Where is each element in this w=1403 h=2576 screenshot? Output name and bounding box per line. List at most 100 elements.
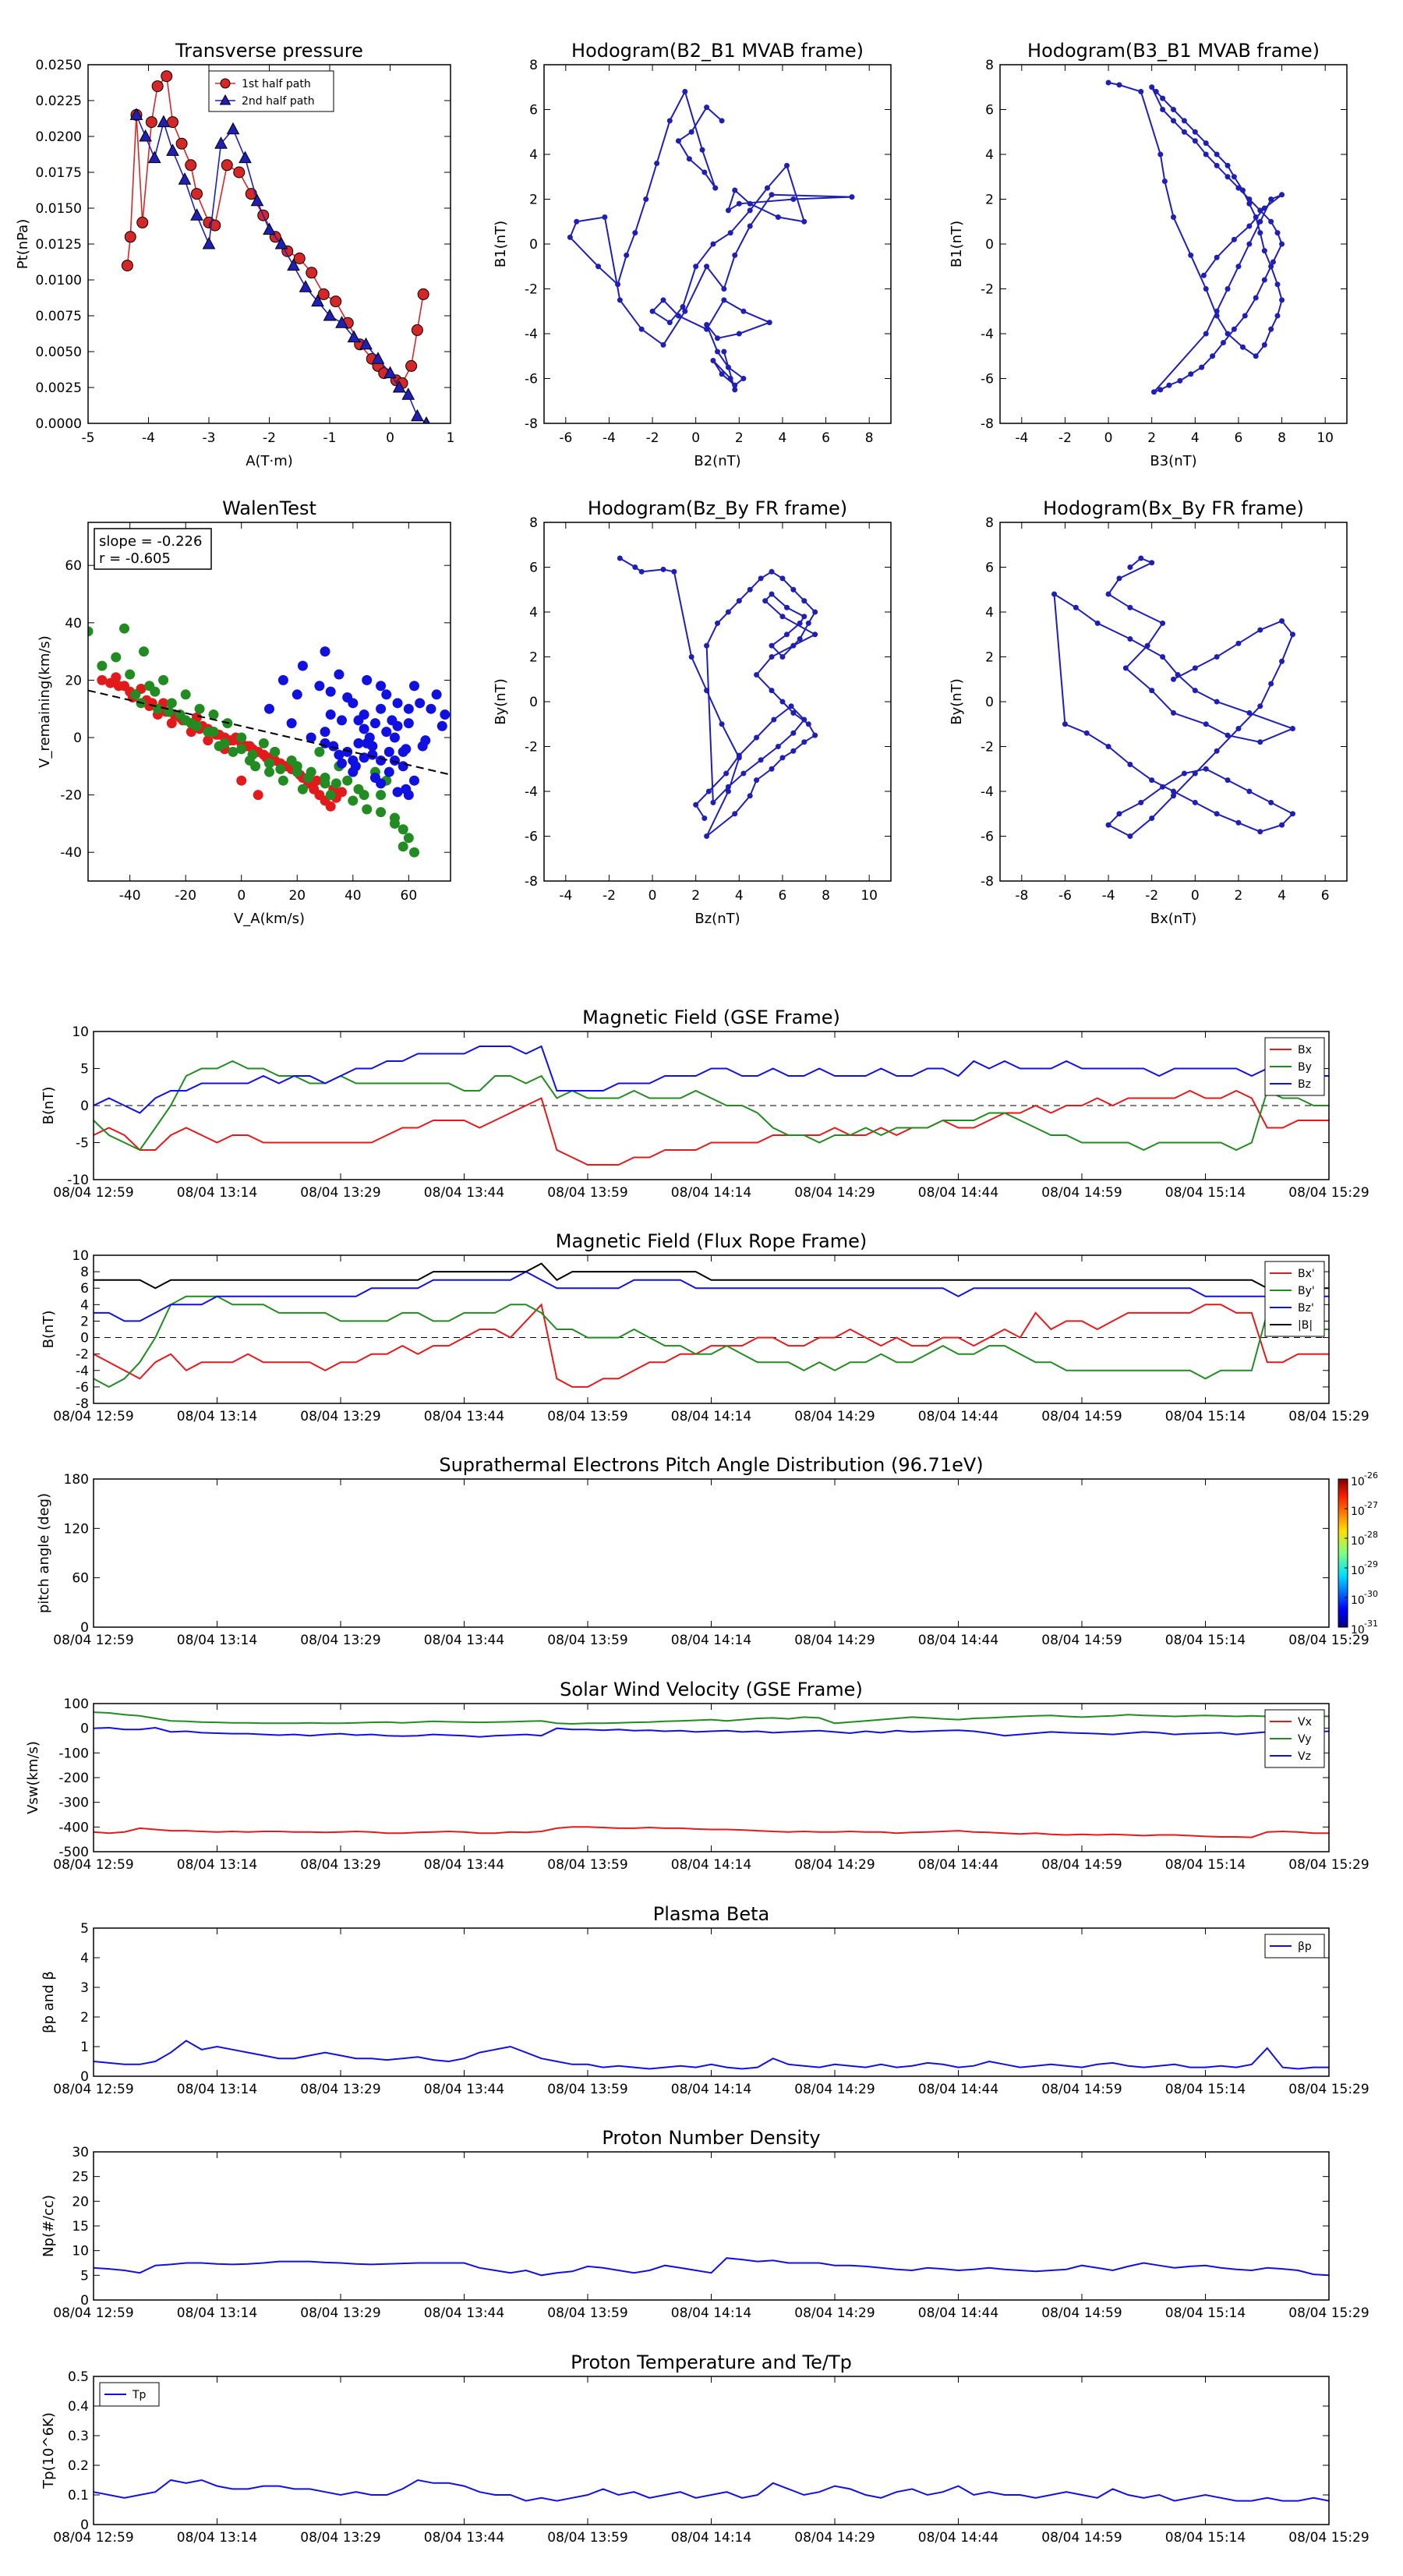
hodogram-point	[699, 147, 705, 153]
hodogram-point	[1157, 387, 1164, 393]
hodogram-point	[704, 322, 710, 327]
hodogram-point	[1171, 676, 1176, 682]
x-tick-label: 08/04 12:59	[53, 1185, 133, 1201]
tp-point-2nd	[311, 294, 324, 307]
hodogram-point	[769, 688, 775, 694]
hodogram-point	[1203, 140, 1209, 147]
hodogram-point	[725, 784, 731, 790]
y-tick-label: 2	[985, 193, 994, 208]
hodogram-point	[732, 252, 738, 258]
x-tick-label: 6	[779, 888, 787, 904]
hodogram-point	[1231, 174, 1237, 180]
chart-title: Hodogram(Bz_By FR frame)	[588, 497, 847, 519]
walen-point-vz	[334, 749, 345, 760]
hodogram-point	[732, 811, 738, 817]
walen-point-vz	[369, 718, 380, 729]
y-tick-label: 60	[72, 1571, 89, 1587]
hodogram-point	[771, 717, 777, 723]
hodogram-point	[693, 264, 699, 270]
walen-point-vx	[244, 741, 255, 752]
hodogram-point	[1274, 313, 1281, 319]
colorbar-tick-base: 10	[1351, 1624, 1365, 1637]
y-tick-label: 0	[80, 1721, 89, 1737]
y-tick-label: 0.3	[68, 2429, 89, 2444]
hodogram-point	[1225, 174, 1231, 180]
y-tick-label: 25	[72, 2170, 89, 2185]
hodogram-point	[1203, 286, 1209, 292]
plot-frame	[543, 522, 892, 882]
legend-label: Bz'	[1298, 1302, 1314, 1315]
x-tick-label: -2	[603, 888, 616, 904]
colorbar-tick-exponent: -30	[1364, 1589, 1378, 1599]
hodogram-point	[725, 609, 731, 615]
x-tick-label: 2	[1235, 888, 1243, 904]
series-line-bx	[94, 1089, 1329, 1166]
x-tick-label: 08/04 14:59	[1041, 2082, 1122, 2097]
hodogram-point	[1289, 632, 1295, 638]
x-tick-label: 08/04 14:29	[794, 1633, 875, 1648]
x-tick-label: 8	[822, 888, 830, 904]
y-tick-label: 120	[64, 1521, 89, 1537]
y-tick-label: -4	[525, 784, 538, 800]
annotation-r: r = -0.605	[99, 550, 171, 567]
y-tick-label: 10	[72, 2244, 89, 2259]
walen-point-vy	[320, 778, 330, 789]
hodogram-point	[812, 609, 818, 615]
y-tick-label: -8	[76, 1396, 89, 1412]
x-tick-label: -4	[142, 430, 155, 446]
hodogram-point	[758, 757, 764, 763]
walen-point-vx	[325, 801, 336, 812]
y-tick-label: 2	[529, 650, 538, 666]
x-tick-label: 08/04 14:29	[794, 1857, 875, 1873]
y-axis-label: By(nT)	[493, 678, 509, 724]
hodogram-point	[1192, 770, 1198, 777]
walen-point-vz	[440, 709, 451, 720]
x-tick-label: 10	[861, 888, 878, 904]
y-tick-label: -6	[525, 372, 538, 387]
x-tick-label: 08/04 15:14	[1165, 2305, 1246, 2321]
walen-point-vy	[292, 766, 302, 777]
walen-point-vz	[431, 689, 442, 700]
y-tick-label: 4	[80, 1297, 89, 1313]
y-tick-label: 20	[65, 673, 82, 688]
y-tick-label: 0.0075	[36, 309, 82, 324]
walen-point-vy	[348, 795, 359, 806]
hodogram-point	[638, 568, 645, 575]
hodogram-point	[721, 297, 727, 303]
x-tick-label: 08/04 15:14	[1165, 1409, 1246, 1424]
y-tick-label: 0	[80, 1620, 89, 1636]
y-tick-label: -2	[981, 740, 994, 755]
chart-h3: Hodogram(Bz_By FR frame) -4 -2 0 2 4 6 8 10 -8 -6 -…	[493, 497, 892, 927]
x-tick-label: 4	[779, 430, 787, 446]
legend-label: By'	[1298, 1285, 1315, 1297]
hodogram-point	[1192, 688, 1198, 694]
x-tick-label: 6	[1235, 430, 1243, 446]
hodogram-point	[1105, 822, 1111, 828]
hodogram-point	[725, 364, 731, 370]
hodogram-point	[1149, 816, 1155, 821]
hodogram-point	[710, 241, 716, 247]
legend-label: Tp	[132, 2389, 147, 2401]
hodogram-point	[1214, 748, 1220, 754]
plot-frame	[93, 1927, 1330, 2077]
x-tick-label: 08/04 13:14	[177, 1857, 257, 1873]
hodogram-point	[805, 620, 811, 626]
x-tick-label: -4	[1015, 430, 1028, 446]
hodogram-point	[1289, 726, 1295, 731]
hodogram-point	[1153, 89, 1159, 94]
series-line-bx	[94, 1303, 1329, 1388]
walen-point-vz	[426, 703, 436, 714]
walen-point-vz	[277, 674, 288, 685]
x-tick-label: 6	[1321, 888, 1330, 904]
y-tick-label: 2	[985, 650, 994, 666]
y-tick-label: 30	[72, 2145, 89, 2160]
x-tick-label: 08/04 13:59	[547, 1409, 627, 1424]
x-tick-label: 08/04 13:14	[177, 1185, 257, 1201]
hodogram-point	[779, 755, 786, 761]
y-tick-label: 10	[72, 1024, 89, 1040]
x-tick-label: 08/04 13:44	[424, 1185, 504, 1201]
plot-area	[94, 2040, 1329, 2070]
walen-point-vz	[376, 681, 387, 692]
